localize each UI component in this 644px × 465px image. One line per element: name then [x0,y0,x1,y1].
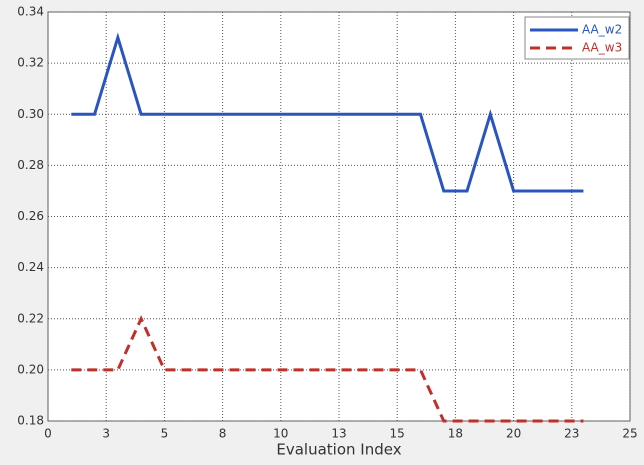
y-tick-label: 0.26 [17,209,44,223]
x-tick-label: 25 [622,427,637,441]
x-tick-label: 18 [448,427,463,441]
x-tick-label: 10 [273,427,288,441]
data-line [71,32,584,193]
legend-box [524,16,630,60]
y-tick-label: 0.28 [17,158,44,172]
x-tick-label: 23 [564,427,579,441]
x-tick-label: 0 [44,427,52,441]
legend: AA_w2 AA_w3 [524,16,630,60]
x-tick-label: 8 [219,427,227,441]
x-tick-label: 13 [331,427,346,441]
y-tick-label: 0.30 [17,107,44,121]
x-tick-label: 3 [102,427,110,441]
data-line [71,315,584,423]
legend-label: AA_w2 [582,23,622,37]
x-tick-label: 15 [390,427,405,441]
y-tick-label: 0.34 [17,5,44,19]
y-tick-label: 0.22 [17,311,44,325]
y-tick-label: 0.32 [17,56,44,70]
x-tick-label: 5 [161,427,169,441]
y-tick-label: 0.20 [17,362,44,376]
x-axis-label: Evaluation Index [276,441,401,459]
legend-label: AA_w3 [582,41,622,55]
x-tick-label: 20 [506,427,521,441]
y-tick-label: 0.24 [17,260,44,274]
y-tick-label: 0.18 [17,414,44,428]
